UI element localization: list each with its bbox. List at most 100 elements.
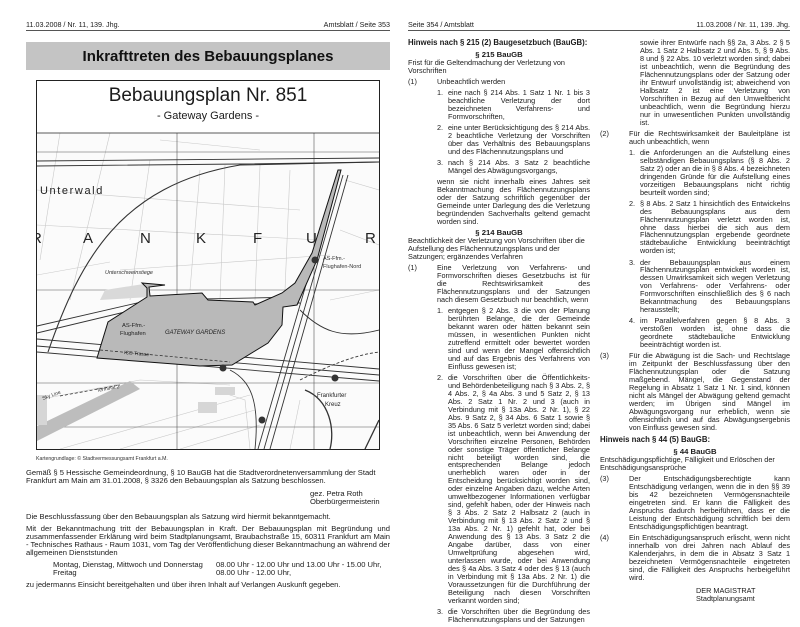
closing-text: zu jedermanns Einsicht bereitgehalten un…: [26, 580, 341, 589]
building-block: [37, 395, 47, 425]
item-number: 2.: [437, 123, 444, 133]
section-banner: Inkrafttreten des Bebauungsplanes: [26, 42, 390, 70]
item-number: 3.: [437, 606, 444, 616]
map-caption: Kartengrundlage: © Stadtvermessungsamt F…: [36, 456, 168, 462]
terminal-area: [37, 381, 140, 441]
s214-p2-item-4: 4. im Parallelverfahren gegen § 8 Abs. 3 …: [600, 317, 790, 349]
label-frankfurt: R A N K F U R: [31, 230, 376, 247]
signature-magistrat: DER MAGISTRAT: [696, 585, 756, 595]
item-text: der Bebauungsplan aus einem Flächennutzu…: [640, 257, 790, 315]
column-middle: Hinweis nach § 215 (2) Baugesetzbuch (Ba…: [408, 39, 590, 627]
svg-text:N: N: [140, 230, 151, 247]
plan-subtitle: - Gateway Gardens -: [156, 110, 260, 122]
column-right: sowie ihrer Entwürfe nach §§ 2a, 3 Abs. …: [600, 39, 790, 602]
para-text: Für die Abwägung ist die Sach- und Recht…: [629, 351, 790, 432]
s214-para-2: (2) Für die Rechtswirksamkeit der Bauleit…: [600, 128, 790, 146]
item-text: § 8 Abs. 2 Satz 1 hinsichtlich des Entwi…: [640, 198, 790, 256]
para-text: Eine Verletzung von Verfahrens- und Form…: [437, 263, 590, 305]
label-as-flughafen-2: Flughafen: [120, 331, 146, 337]
s44-title: § 44 BauGB: [673, 446, 717, 456]
left-header-rule: [26, 30, 390, 31]
para-number: (1): [408, 263, 417, 273]
junction-marker-icon: [331, 374, 339, 382]
junction-marker-icon: [311, 256, 319, 264]
hours-times-1: 08.00 Uhr - 12.00 Uhr und 13.00 Uhr - 15…: [216, 560, 382, 569]
para-number: (1): [408, 77, 417, 87]
plan-title: Bebauungsplan Nr. 851: [108, 85, 308, 106]
s214-para-1: (1) Eine Verletzung von Verfahrens- und F…: [408, 264, 590, 304]
s44-subtitle: Entschädigungspflichtige, Fälligkeit und…: [600, 454, 775, 472]
para-number: (3): [600, 473, 609, 483]
svg-text:R: R: [31, 230, 42, 247]
right-header-page: Seite 354 / Amtsblatt: [408, 20, 474, 29]
label-as-nord-1: AS-Ffm.-: [323, 256, 345, 262]
s215-subtitle: Frist für die Geltendmachung der Verletz…: [408, 57, 565, 75]
para-number: (4): [600, 532, 609, 542]
motorway-junction-markers: [219, 256, 339, 424]
signature-name: gez. Petra Roth: [310, 489, 363, 498]
para-text: Unbeachtlich werden: [437, 77, 506, 87]
forest-paths: [37, 133, 379, 449]
s214-p2-item-1: 1. die Anforderungen an die Aufstellung e…: [600, 147, 790, 197]
item-text: die Vorschriften über die Öffentlichkeit…: [448, 373, 590, 605]
site-map: Unterwald R A N K F U R Unterschweinstie…: [31, 132, 380, 449]
plan-area-gateway-gardens: [96, 169, 342, 367]
item-number: 4.: [629, 316, 636, 326]
s214-p1-item-3: 3. die Vorschriften über die Begründung d…: [408, 606, 590, 624]
s214-p1-item-2: 2. die Vorschriften über die Öffentlichke…: [408, 374, 590, 605]
para-number: (2): [600, 128, 609, 138]
label-unterschweinstiege: Unterschweinstiege: [105, 270, 153, 276]
label-gateway-gardens: GATEWAY GARDENS: [165, 330, 225, 336]
item-text: eine nach § 214 Abs. 1 Satz 1 Nr. 1 bis …: [448, 88, 590, 122]
item-text: nach § 214 Abs. 3 Satz 2 beachtliche Män…: [448, 158, 590, 176]
item-text: im Parallelverfahren gegen § 8 Abs. 3 ve…: [640, 316, 790, 350]
hours-times-2: 08.00 Uhr - 12.00 Uhr,: [216, 568, 292, 577]
right-header-date: 11.03.2008 / Nr. 11, 139. Jhg.: [696, 20, 790, 29]
hours-days-2: Freitag: [53, 568, 77, 577]
svg-text:F: F: [253, 230, 262, 247]
svg-text:A: A: [83, 230, 93, 247]
para-text: Für die Rechtswirksamkeit der Bauleitplä…: [629, 128, 790, 146]
label-frankfurter-kreuz-1: Frankfurter: [317, 393, 346, 399]
right-header-rule: [408, 30, 790, 31]
para-text: Ein Entschädigungsanspruch erlischt, wen…: [629, 532, 790, 582]
para-number: (3): [600, 351, 609, 361]
item-number: 3.: [629, 257, 636, 267]
building-block: [215, 387, 235, 395]
roads: [37, 157, 379, 449]
label-as-nord-2: Flughafen-Nord: [323, 264, 361, 270]
announcement-text: Die Beschlussfassung über den Bebauungsp…: [26, 512, 331, 521]
label-terminal-2: Terminal 2: [96, 384, 120, 394]
s44-para-3: (3) Der Entschädigungsberechtigte kann En…: [600, 475, 790, 531]
s44-para-4: (4) Ein Entschädigungsanspruch erlischt, …: [600, 532, 790, 582]
s214-subtitle: Beachtlichkeit der Verletzung von Vorsch…: [408, 236, 585, 262]
resolution-text: Gemäß § 5 Hessische Gemeindeordnung, § 1…: [26, 468, 376, 485]
item-number: 1.: [629, 147, 636, 157]
item-number: 2.: [437, 373, 444, 382]
item-text: entgegen § 2 Abs. 3 die von der Planung …: [448, 306, 590, 371]
building-block: [100, 283, 150, 300]
s214-p1-item-3-continuation: sowie ihrer Entwürfe nach §§ 2a, 3 Abs. …: [640, 38, 790, 127]
svg-text:K: K: [196, 230, 206, 247]
s215-para-1: (1) Unbeachtlich werden: [408, 78, 590, 86]
item-number: 1.: [437, 306, 444, 316]
item-text: die Anforderungen an die Aufstellung ein…: [640, 147, 790, 197]
s215-heading: Hinweis nach § 215 (2) Baugesetzbuch (Ba…: [408, 38, 588, 47]
label-unterwald: Unterwald: [40, 185, 104, 197]
junction-marker-icon: [219, 364, 227, 372]
s214-p2-item-2: 2. § 8 Abs. 2 Satz 1 hinsichtlich des Ent…: [600, 198, 790, 256]
label-ice-trasse: ICE-Trasse: [124, 350, 150, 358]
signature-role: Oberbürgermeisterin: [310, 497, 380, 506]
left-header-date: 11.03.2008 / Nr. 11, 139. Jhg.: [26, 20, 120, 29]
s215-title: § 215 BauGB: [475, 49, 523, 59]
s214-p1-item-1: 1. entgegen § 2 Abs. 3 die von der Planun…: [408, 307, 590, 371]
s215-item-2: 2. eine unter Berücksichtigung des § 214 …: [408, 124, 590, 156]
hours-days-1: Montag, Dienstag, Mittwoch und Donnersta…: [53, 560, 203, 569]
item-text: die Vorschriften über die Begründung des…: [448, 606, 590, 624]
s215-item-1: 1. eine nach § 214 Abs. 1 Satz 1 Nr. 1 bi…: [408, 89, 590, 121]
item-text: eine unter Berücksichtigung des § 214 Ab…: [448, 123, 590, 157]
plan-frame: [36, 80, 380, 450]
label-frankfurter-kreuz-2: Kreuz: [325, 402, 341, 408]
item-number: 2.: [629, 198, 636, 208]
s214-title: § 214 BauGB: [475, 228, 523, 238]
